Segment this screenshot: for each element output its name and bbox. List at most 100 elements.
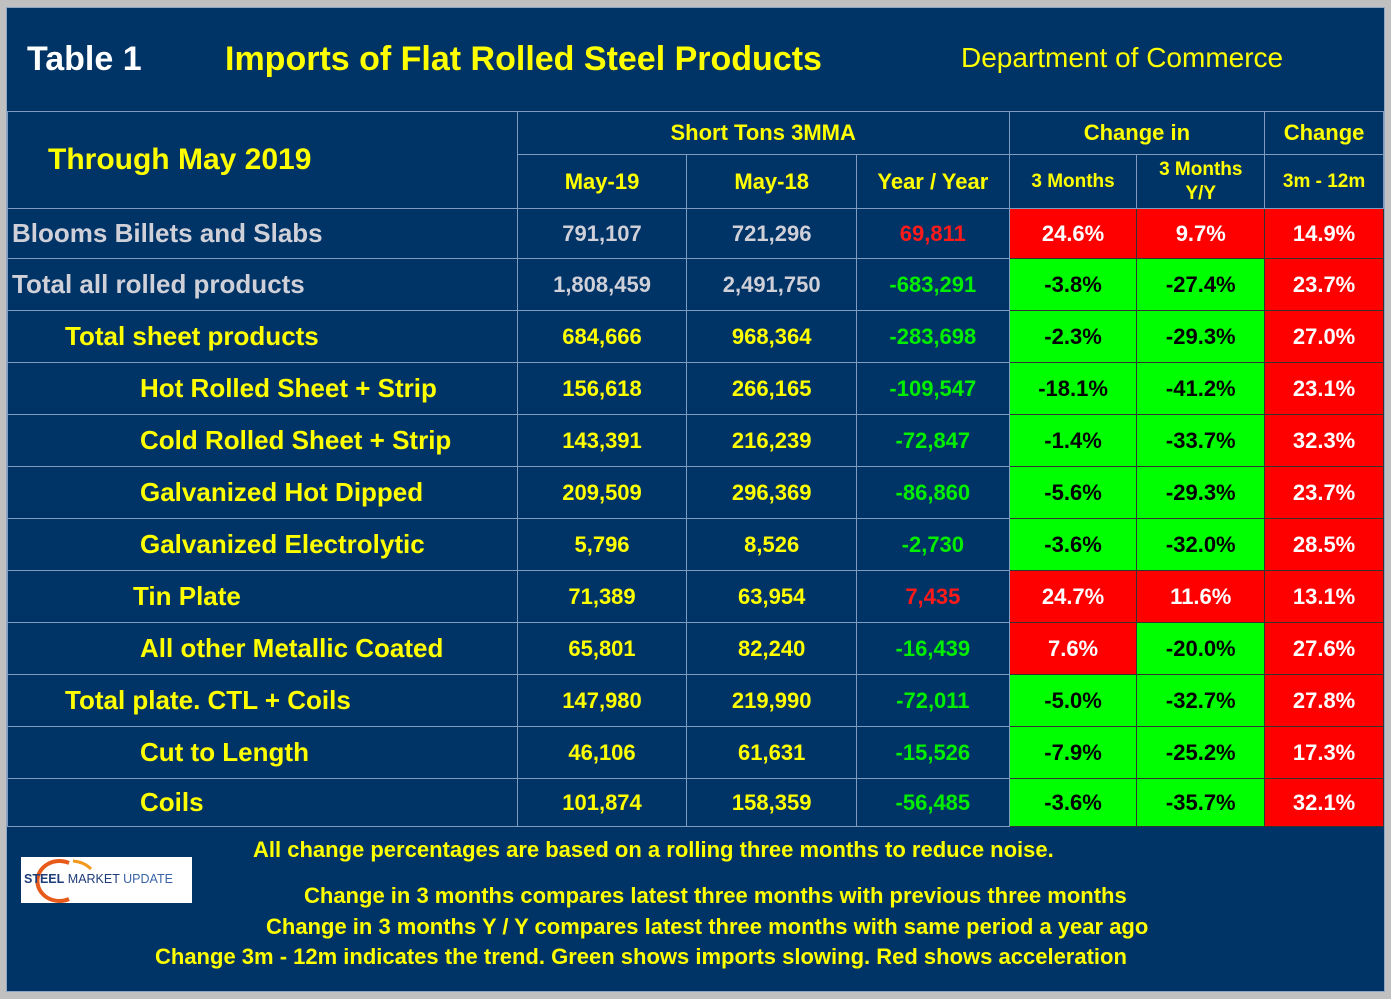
cell-may19: 156,618 xyxy=(516,362,688,415)
cell-may18: 266,165 xyxy=(686,362,857,415)
cell-3-months: -2.3% xyxy=(1008,310,1138,363)
cell-may18: 82,240 xyxy=(686,622,857,675)
cell-3-months: -5.0% xyxy=(1008,674,1138,727)
table-row: All other Metallic Coated 65,801 82,240 -16… xyxy=(7,622,1384,675)
col-header-may19: May-19 xyxy=(516,154,688,209)
cell-3-months: -5.6% xyxy=(1008,466,1138,519)
cell-trend: 28.5% xyxy=(1264,518,1384,571)
cell-may18: 296,369 xyxy=(686,466,857,519)
steel-market-update-logo: STEEL MARKET UPDATE xyxy=(21,857,192,903)
row-label: Blooms Billets and Slabs xyxy=(7,208,518,259)
cell-trend: 27.6% xyxy=(1264,622,1384,675)
source-label: Department of Commerce xyxy=(961,42,1284,73)
table-row: Hot Rolled Sheet + Strip 156,618 266,165 -1… xyxy=(7,362,1384,415)
table-row: Tin Plate 71,389 63,954 7,435 24.7% 11.6% 13.1… xyxy=(7,570,1384,623)
cell-3-months: -3.6% xyxy=(1008,518,1138,571)
cell-3-months-yy: -20.0% xyxy=(1136,622,1266,675)
footer-note-3-months-yy: Change in 3 months Y / Y compares latest… xyxy=(266,914,1149,939)
cell-trend: 23.7% xyxy=(1264,466,1384,519)
col-header-3-months-yy-line2: Y/Y xyxy=(1185,182,1217,204)
cell-3-months: -3.8% xyxy=(1008,258,1138,311)
cell-yoy: -16,439 xyxy=(856,622,1010,675)
cell-may18: 158,359 xyxy=(686,778,857,827)
title-bar: Table 1 Imports of Flat Rolled Steel Pro… xyxy=(7,8,1384,111)
group-header-change: Change xyxy=(1264,111,1384,155)
cell-3-months-yy: -35.7% xyxy=(1136,778,1266,827)
cell-3-months-yy: 11.6% xyxy=(1136,570,1266,623)
cell-yoy: -683,291 xyxy=(856,258,1010,311)
cell-may19: 209,509 xyxy=(516,466,688,519)
row-label: Galvanized Hot Dipped xyxy=(7,466,518,519)
footer-notes: All change percentages are based on a ro… xyxy=(7,825,1384,991)
row-label: Coils xyxy=(7,778,518,827)
col-header-yoy: Year / Year xyxy=(856,154,1010,209)
cell-3-months: -18.1% xyxy=(1008,362,1138,415)
cell-may19: 1,808,459 xyxy=(516,258,688,311)
table-row: Cut to Length 46,106 61,631 -15,526 -7.9% -25… xyxy=(7,726,1384,779)
cell-may19: 5,796 xyxy=(516,518,688,571)
cell-yoy: -72,847 xyxy=(856,414,1010,467)
cell-3-months: -3.6% xyxy=(1008,778,1138,827)
group-header-tons: Short Tons 3MMA xyxy=(516,111,1010,155)
cell-yoy: -86,860 xyxy=(856,466,1010,519)
table-row: Blooms Billets and Slabs 791,107 721,296 69… xyxy=(7,208,1384,259)
col-header-may18: May-18 xyxy=(686,154,857,209)
cell-yoy: -15,526 xyxy=(856,726,1010,779)
cell-3-months-yy: 9.7% xyxy=(1136,208,1266,259)
table-row: Coils 101,874 158,359 -56,485 -3.6% -35.7% 32.… xyxy=(7,778,1384,827)
cell-trend: 23.1% xyxy=(1264,362,1384,415)
row-label: Total plate. CTL + Coils xyxy=(7,674,518,727)
cell-trend: 32.1% xyxy=(1264,778,1384,827)
cell-yoy: -56,485 xyxy=(856,778,1010,827)
cell-may18: 63,954 xyxy=(686,570,857,623)
cell-may18: 216,239 xyxy=(686,414,857,467)
imports-table: Through May 2019 Short Tons 3MMA Change … xyxy=(7,111,1384,827)
footer-note-rolling: All change percentages are based on a ro… xyxy=(253,837,1054,862)
table-row: Total plate. CTL + Coils 147,980 219,990 -7… xyxy=(7,674,1384,727)
row-label: Cold Rolled Sheet + Strip xyxy=(7,414,518,467)
logo-swoosh-icon xyxy=(35,859,93,903)
cell-yoy: -2,730 xyxy=(856,518,1010,571)
cell-3-months: 7.6% xyxy=(1008,622,1138,675)
cell-3-months-yy: -27.4% xyxy=(1136,258,1266,311)
cell-yoy: -283,698 xyxy=(856,310,1010,363)
cell-may18: 8,526 xyxy=(686,518,857,571)
row-label: Hot Rolled Sheet + Strip xyxy=(7,362,518,415)
cell-3-months-yy: -29.3% xyxy=(1136,466,1266,519)
footer-note-3-months: Change in 3 months compares latest three… xyxy=(304,883,1127,908)
table-label: Table 1 xyxy=(27,40,142,78)
col-header-trend: 3m - 12m xyxy=(1264,154,1384,209)
table-row: Cold Rolled Sheet + Strip 143,391 216,239-… xyxy=(7,414,1384,467)
cell-3-months-yy: -33.7% xyxy=(1136,414,1266,467)
period-label: Through May 2019 xyxy=(7,111,518,209)
cell-trend: 32.3% xyxy=(1264,414,1384,467)
cell-yoy: -109,547 xyxy=(856,362,1010,415)
cell-3-months-yy: -32.7% xyxy=(1136,674,1266,727)
cell-3-months: -1.4% xyxy=(1008,414,1138,467)
cell-may19: 684,666 xyxy=(516,310,688,363)
cell-trend: 14.9% xyxy=(1264,208,1384,259)
col-header-3-months: 3 Months xyxy=(1008,154,1138,209)
cell-trend: 23.7% xyxy=(1264,258,1384,311)
cell-trend: 27.0% xyxy=(1264,310,1384,363)
cell-3-months-yy: -25.2% xyxy=(1136,726,1266,779)
cell-3-months-yy: -41.2% xyxy=(1136,362,1266,415)
cell-3-months: 24.7% xyxy=(1008,570,1138,623)
cell-trend: 27.8% xyxy=(1264,674,1384,727)
group-header-change-in: Change in xyxy=(1008,111,1266,155)
cell-may19: 101,874 xyxy=(516,778,688,827)
cell-may19: 71,389 xyxy=(516,570,688,623)
row-label: Tin Plate xyxy=(7,570,518,623)
logo-text-market: MARKET xyxy=(67,872,120,886)
logo-text-update: UPDATE xyxy=(123,872,173,886)
cell-yoy: -72,011 xyxy=(856,674,1010,727)
cell-yoy: 7,435 xyxy=(856,570,1010,623)
cell-may19: 143,391 xyxy=(516,414,688,467)
cell-yoy: 69,811 xyxy=(856,208,1010,259)
footer-note-trend: Change 3m - 12m indicates the trend. Gre… xyxy=(155,944,1127,969)
table-row: Total all rolled products 1,808,459 2,491,… xyxy=(7,258,1384,311)
logo-text: STEEL MARKET UPDATE xyxy=(24,872,173,886)
cell-may18: 968,364 xyxy=(686,310,857,363)
cell-may19: 791,107 xyxy=(516,208,688,259)
table-row: Galvanized Electrolytic 5,796 8,526 -2,730-… xyxy=(7,518,1384,571)
